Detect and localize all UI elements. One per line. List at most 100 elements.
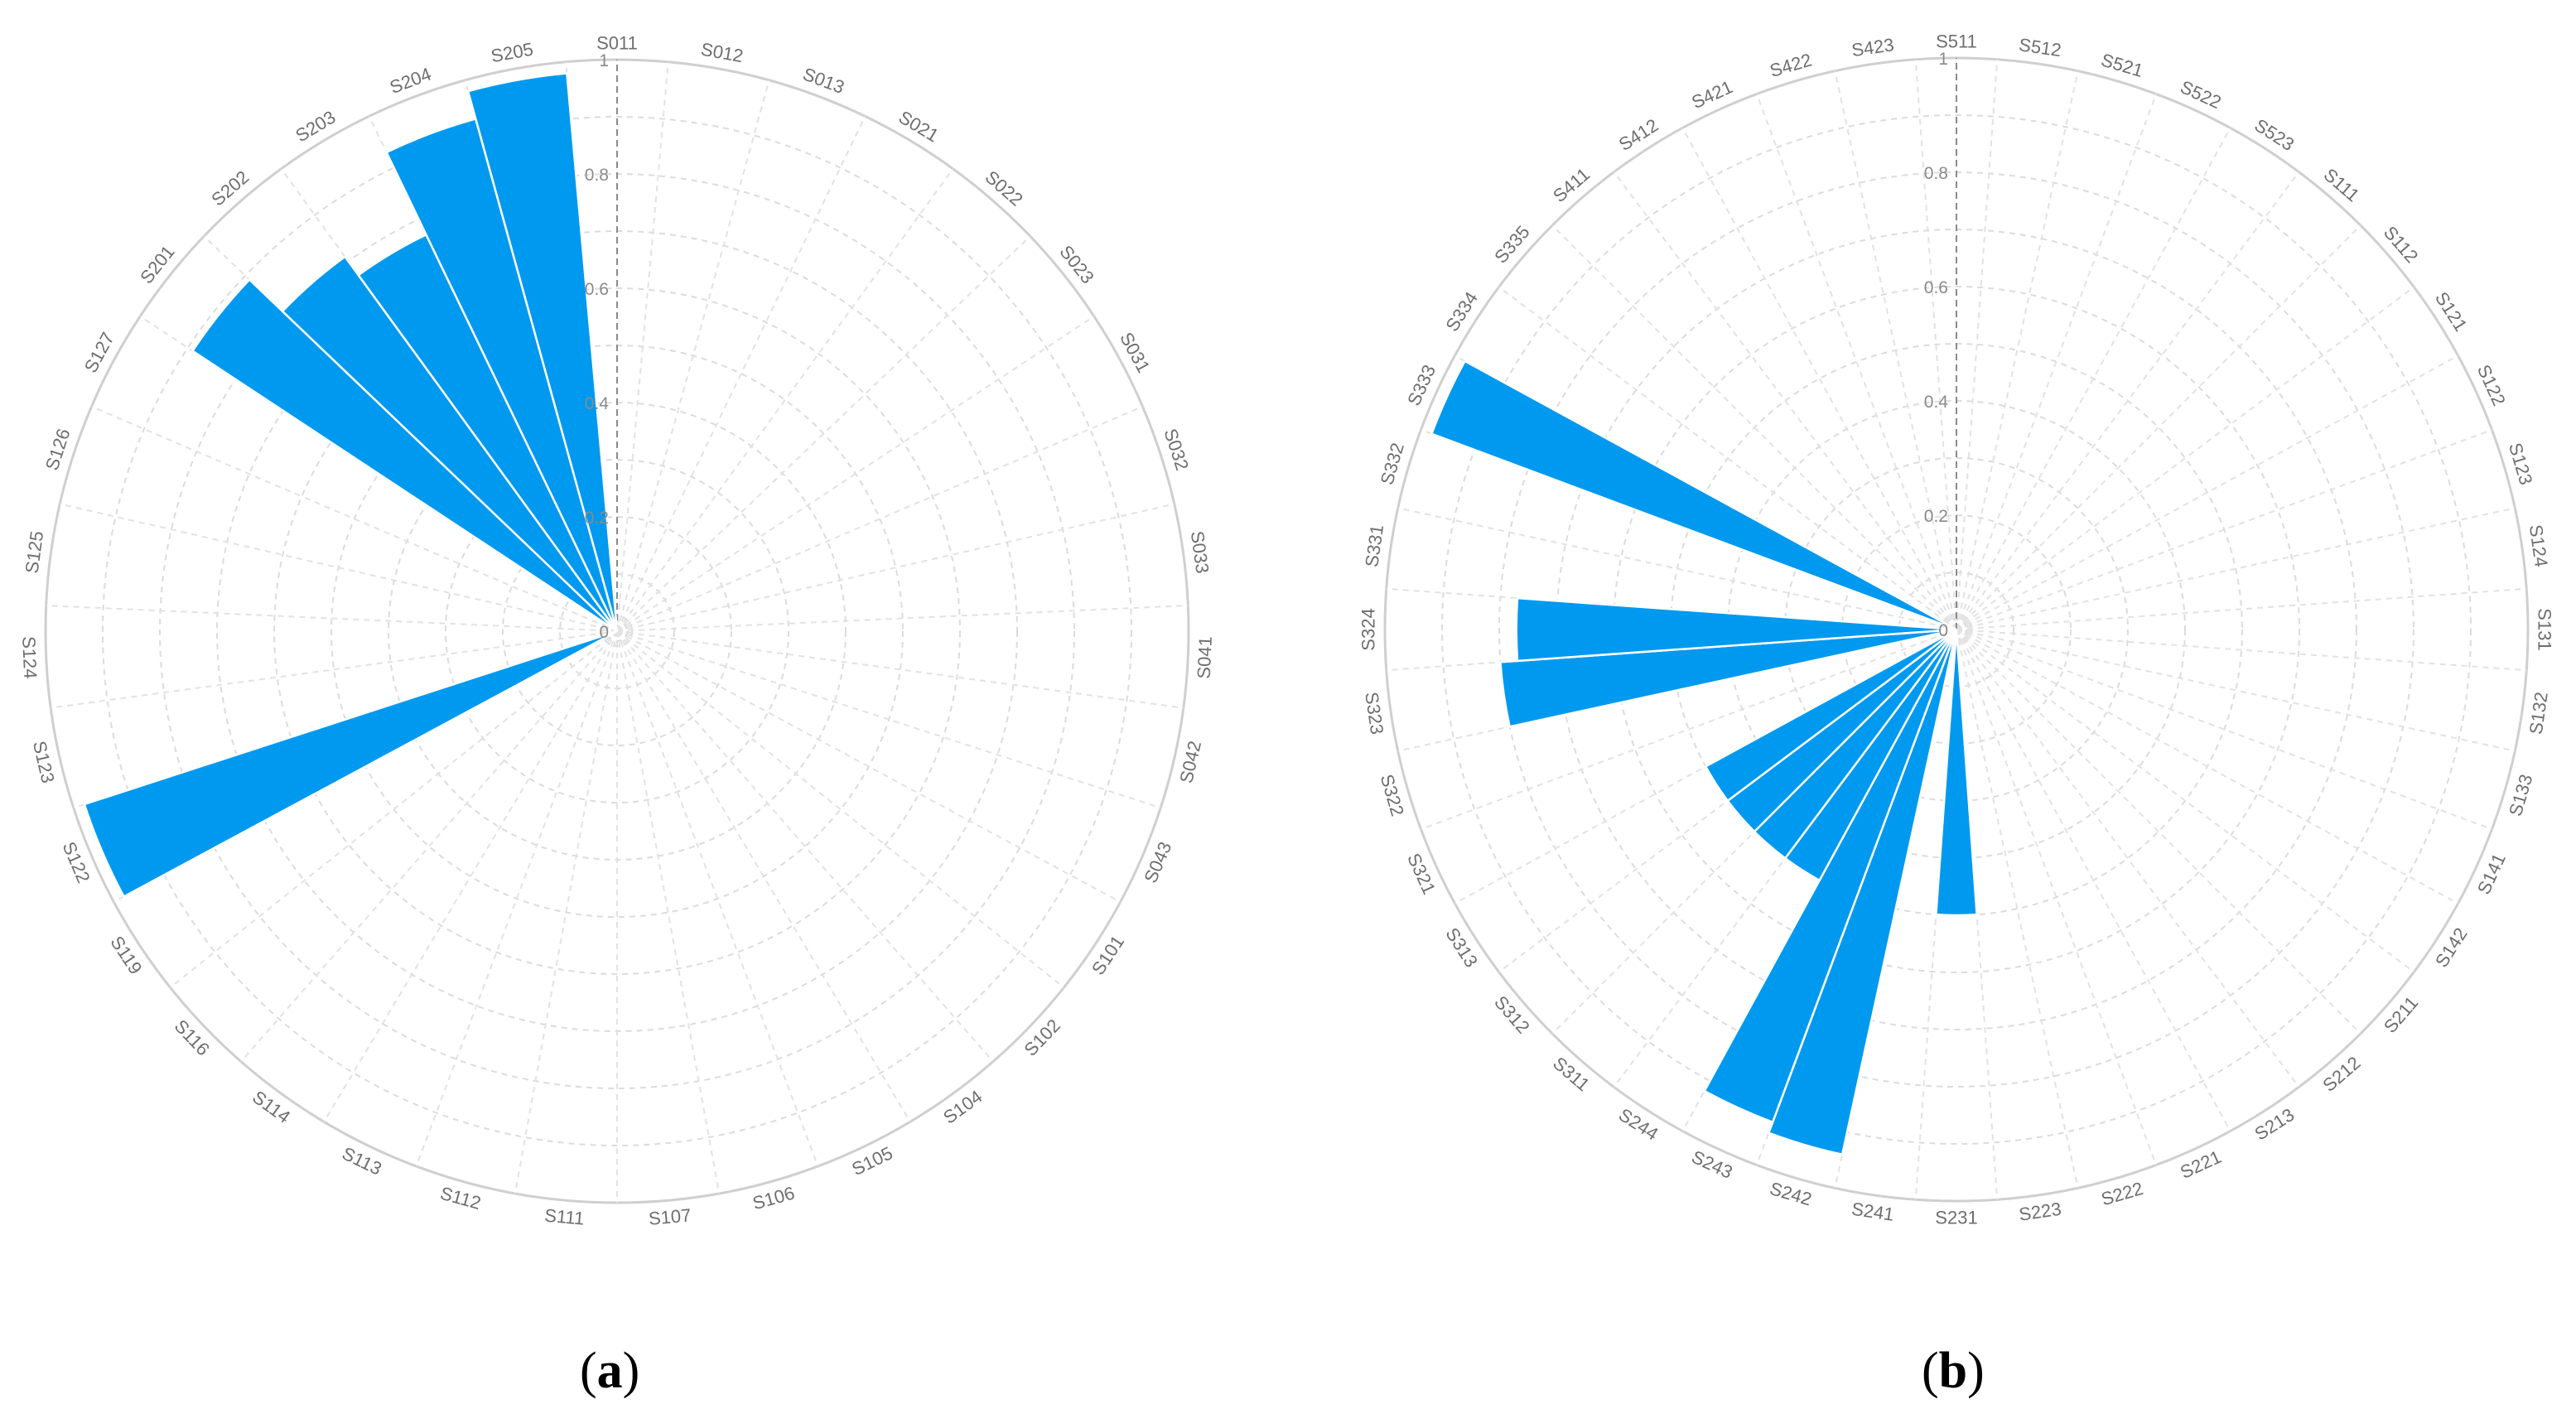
category-label: S119 xyxy=(106,932,146,977)
category-label: S107 xyxy=(648,1204,692,1229)
category-label: S221 xyxy=(2177,1146,2224,1183)
category-label: S112 xyxy=(2380,222,2422,267)
grid-spoke xyxy=(616,316,1095,632)
category-label: S104 xyxy=(939,1086,986,1127)
category-label: S523 xyxy=(2250,114,2298,155)
grid-ring xyxy=(1441,114,2472,1145)
category-label: S142 xyxy=(2431,924,2472,971)
category-label: S212 xyxy=(2318,1052,2364,1096)
bar-S242 xyxy=(1767,629,1958,1156)
bar-S324 xyxy=(1515,596,1957,663)
bars-b xyxy=(1430,359,1978,1156)
grid-spoke xyxy=(1956,629,2414,973)
grid-spoke xyxy=(415,630,618,1167)
grid-spoke xyxy=(1834,70,1957,630)
category-label: S411 xyxy=(1549,164,1594,206)
grid-spoke xyxy=(616,630,819,1167)
category-label: S332 xyxy=(1377,441,1408,487)
grid-spoke xyxy=(1956,629,2516,752)
grid-ring xyxy=(445,459,789,803)
grid-spoke xyxy=(46,605,618,632)
grid-ring xyxy=(102,116,1132,1146)
category-label: S422 xyxy=(1768,50,1814,81)
grid-spoke xyxy=(1956,629,2492,831)
category-label: S333 xyxy=(1403,361,1440,408)
category-label: S323 xyxy=(1361,691,1387,736)
grid-spoke xyxy=(616,80,770,632)
grid-spoke xyxy=(1956,629,2300,1088)
grid-spoke xyxy=(616,630,1065,988)
category-label: S141 xyxy=(2473,850,2510,897)
category-label: S106 xyxy=(750,1183,797,1214)
category-label: S334 xyxy=(1441,288,1482,335)
category-label: S031 xyxy=(1116,329,1154,376)
radial-tick-label: 0.6 xyxy=(585,280,609,299)
bar-S231 xyxy=(1935,629,1978,917)
category-label: S041 xyxy=(1194,636,1216,679)
grid-spoke xyxy=(1956,127,2231,630)
category-label: S122 xyxy=(2473,361,2510,408)
bar-S323 xyxy=(1499,628,1957,728)
category-label: S116 xyxy=(171,1016,214,1059)
radial-tick-label: 0.8 xyxy=(1924,164,1948,183)
grid-spoke xyxy=(616,630,1161,809)
category-label: S124 xyxy=(2525,523,2552,568)
category-label: S211 xyxy=(2380,992,2422,1037)
category-label: S313 xyxy=(1441,924,1482,971)
category-label: S121 xyxy=(2431,288,2472,335)
category-label: S241 xyxy=(1850,1199,1895,1225)
radial-tick-label: 0.4 xyxy=(1924,393,1949,412)
category-label: S512 xyxy=(2018,34,2062,60)
category-label: S123 xyxy=(2505,441,2536,487)
grid-spoke xyxy=(169,630,618,988)
radial-tick-label: 0 xyxy=(599,623,609,642)
category-label: S011 xyxy=(596,33,638,54)
category-label: S205 xyxy=(490,39,535,67)
grid-spoke xyxy=(91,405,618,632)
radial-tick-label: 0.8 xyxy=(585,166,609,185)
category-label: S511 xyxy=(1936,31,1977,52)
grid-spoke xyxy=(616,630,911,1122)
grid-spoke xyxy=(616,61,669,632)
category-label: S412 xyxy=(1615,114,1662,155)
category-label: S324 xyxy=(1358,608,1379,650)
category-label: S202 xyxy=(207,166,253,210)
grid-spoke xyxy=(616,115,866,632)
grid-spoke xyxy=(616,630,721,1194)
grid-spoke xyxy=(616,503,1175,632)
grid-spoke xyxy=(1956,70,2079,630)
grid-spoke xyxy=(240,630,618,1063)
grid-spoke xyxy=(1681,127,1957,630)
radial-tick-label: 0.4 xyxy=(585,394,610,413)
bar-S202 xyxy=(281,255,619,632)
grid-spoke xyxy=(1956,507,2516,630)
category-label: S312 xyxy=(1490,991,1534,1037)
category-label: S133 xyxy=(2505,772,2536,818)
category-label: S321 xyxy=(1403,850,1440,897)
bar-S333 xyxy=(1430,359,1957,631)
category-label: S022 xyxy=(982,166,1027,210)
category-label: S122 xyxy=(59,839,94,886)
grid-spoke xyxy=(616,630,1122,903)
grid-spoke xyxy=(1914,59,1957,630)
category-label: S042 xyxy=(1175,739,1205,785)
grid-spoke xyxy=(1956,224,2361,630)
radial-tick-label: 1 xyxy=(599,51,609,70)
category-label: S222 xyxy=(2099,1178,2145,1209)
category-label: S023 xyxy=(1055,241,1098,287)
category-label: S112 xyxy=(438,1183,484,1213)
radial-tick-label: 0.2 xyxy=(1924,507,1948,526)
category-label: S231 xyxy=(1935,1208,1977,1228)
radial-tick-label: 0.2 xyxy=(585,509,609,528)
bars-a xyxy=(83,72,619,899)
grid-spoke xyxy=(616,630,994,1063)
grid-spoke xyxy=(616,630,1184,709)
category-label: S421 xyxy=(1688,76,1735,113)
bar-S205 xyxy=(466,72,619,632)
category-label: S244 xyxy=(1615,1104,1662,1145)
panel-label-b: (b) xyxy=(1922,1343,1985,1399)
category-label: S335 xyxy=(1490,221,1534,267)
grid-spoke xyxy=(323,630,618,1122)
category-label: S203 xyxy=(292,107,339,147)
grid-spoke xyxy=(51,630,618,709)
